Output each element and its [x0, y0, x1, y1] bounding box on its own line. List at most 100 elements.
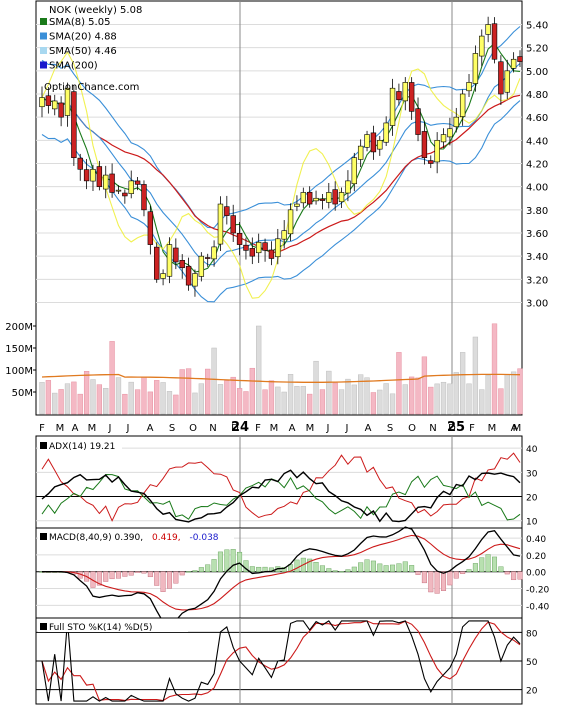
candle-body	[466, 82, 472, 92]
macd-hist-bar	[307, 558, 313, 572]
candle-body	[389, 87, 396, 126]
volume-bar	[109, 341, 115, 415]
candle-body	[147, 211, 154, 245]
x-axis-label: 25	[447, 420, 465, 435]
adx-label: ADX(14) 19.21	[49, 442, 115, 452]
candle-body	[52, 100, 58, 110]
volume-bar	[370, 392, 377, 415]
macd-hist-bar	[485, 554, 491, 572]
stochastic-axis-ticks: 80 50 20	[526, 629, 538, 696]
candle-body	[287, 209, 294, 235]
price-axis-ticks: 5.40 5.20 5.00 4.80 4.60 4.40 4.20 4.00 3.80 3.60…	[526, 21, 548, 310]
macd-hist-bar	[237, 551, 243, 572]
candle-body	[71, 91, 77, 159]
macd-hist-bar	[205, 564, 211, 572]
x-axis-label: M	[488, 423, 497, 434]
volume-bar	[192, 392, 198, 415]
candle-body	[39, 97, 45, 108]
macd-hist-bar	[351, 566, 357, 572]
indicator-tick-label: 10	[526, 518, 538, 528]
macd-hist-bar	[434, 571, 440, 594]
indicator-tick-label: 0.40	[526, 535, 546, 545]
macd-hist-bar	[166, 571, 172, 589]
price-tick-label: 4.40	[526, 136, 548, 147]
macd-hist-bar	[141, 571, 147, 574]
legend-swatch	[40, 18, 47, 25]
macd-hist-bar	[313, 562, 319, 572]
volume-bar	[307, 393, 313, 415]
x-axis-label: O	[408, 423, 416, 434]
price-tick-label: 5.40	[526, 21, 548, 32]
sma-20	[41, 63, 521, 266]
candle-body	[166, 244, 173, 277]
macd-hist-bar	[115, 571, 121, 579]
candle-body	[345, 180, 351, 194]
price-panel-frame	[35, 0, 523, 416]
volume-bar	[243, 391, 249, 415]
volume-bar	[147, 391, 153, 415]
x-axis-label: M	[88, 423, 97, 434]
volume-bar	[217, 384, 224, 415]
indicator-tick-label: -0.20	[526, 586, 550, 596]
x-axis-label: J	[345, 423, 349, 434]
volume-bar	[173, 394, 179, 415]
macd-hist-bar	[96, 571, 102, 586]
x-axis-label: A	[147, 423, 154, 434]
macd-hist-bar	[249, 566, 255, 572]
candle-body	[217, 203, 224, 245]
legend-swatch	[40, 47, 47, 54]
volume-bar	[275, 386, 281, 415]
macd-hist-bar	[370, 560, 376, 572]
volume-bar	[45, 380, 52, 415]
stochastic-marker	[40, 623, 47, 630]
indicator-tick-label: 20	[526, 687, 538, 697]
volume-bar	[224, 380, 230, 415]
price-tick-label: 4.20	[526, 160, 548, 171]
candle-body	[300, 192, 307, 204]
macd-hist-bar	[511, 571, 517, 581]
volume-bar	[409, 376, 415, 415]
volume-bar	[510, 371, 517, 415]
macd-hist-bar	[479, 557, 485, 572]
macd-hist-bar	[224, 549, 230, 572]
candle-body	[154, 246, 160, 280]
stochastic-label-box	[38, 620, 188, 632]
volume-bar	[345, 378, 351, 415]
candle-body	[243, 244, 249, 251]
macd-hist-bar	[319, 565, 325, 572]
volume-bar	[415, 377, 421, 415]
candle-body	[383, 122, 389, 143]
volume-bar	[338, 389, 345, 415]
x-axis-label: A	[72, 423, 79, 434]
candle-body	[377, 140, 383, 150]
macd-label-signal: 0.419,	[152, 533, 181, 543]
volume-bar	[491, 323, 498, 415]
macd-histogram	[39, 549, 523, 594]
candle-body	[128, 180, 134, 194]
macd-hist-bar	[332, 570, 338, 572]
candle-body	[141, 184, 147, 211]
volume-tick-label: 150M	[5, 344, 33, 355]
x-axis-label: N	[429, 423, 436, 434]
volume-bar	[205, 368, 211, 415]
candle-body	[45, 95, 52, 106]
macd-hist-bar	[428, 571, 434, 593]
candle-body	[179, 259, 185, 269]
x-axis-label: D	[231, 423, 239, 434]
band-upper	[41, 26, 521, 229]
volume-bar	[256, 325, 262, 415]
macd-hist-bar	[409, 565, 415, 572]
volume-bar	[179, 369, 185, 415]
macd-hist-bar	[383, 565, 389, 572]
volume-bar	[268, 380, 275, 415]
macd-label-box	[38, 530, 234, 542]
legend-label: SMA(200)	[49, 61, 98, 72]
volume-tick-label: 50M	[12, 388, 33, 399]
macd-hist-bar	[154, 571, 160, 586]
macd-hist-bar	[192, 570, 198, 572]
volume-bar	[236, 388, 243, 415]
indicator-tick-label: 40	[526, 445, 538, 455]
x-axis-label: M	[306, 423, 315, 434]
price-lines	[41, 26, 521, 303]
